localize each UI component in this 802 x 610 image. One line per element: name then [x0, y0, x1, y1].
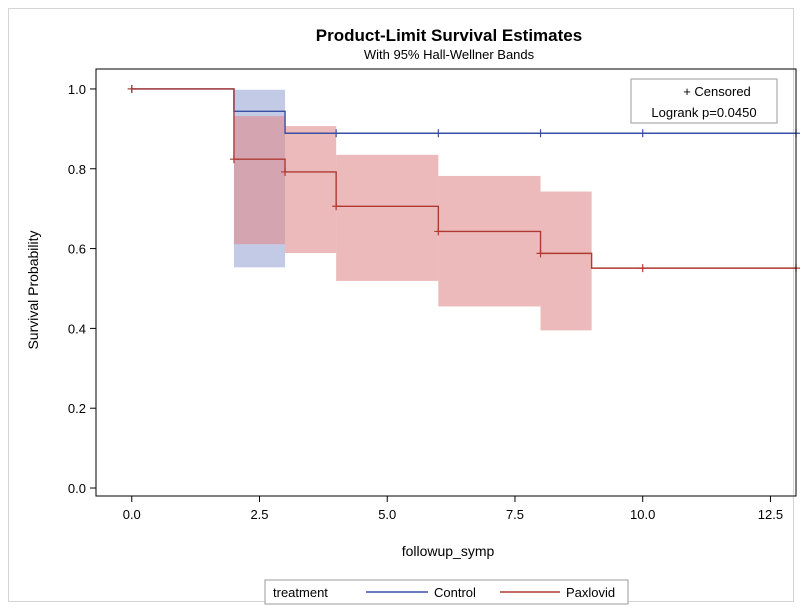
legend-label-control: Control [434, 585, 476, 600]
y-axis: 0.0 0.2 0.4 0.6 0.8 1.0 [68, 82, 96, 496]
censor-mark-paxlovid [638, 264, 647, 273]
chart-title: Product-Limit Survival Estimates [316, 26, 582, 45]
inset-box: + Censored Logrank p=0.0450 [630, 78, 778, 124]
x-axis-label: followup_symp [402, 543, 495, 559]
band-paxlovid [336, 154, 439, 281]
censor-mark-paxlovid [332, 202, 341, 211]
x-tick-label: 10.0 [630, 507, 655, 522]
legend: treatment Control Paxlovid [264, 579, 629, 605]
censor-mark-control [332, 129, 341, 138]
x-axis: 0.0 2.5 5.0 7.5 10.0 12.5 [123, 496, 783, 522]
y-axis-label: Survival Probability [25, 230, 41, 349]
curve-paxlovid [131, 88, 796, 269]
survival-curves [131, 88, 796, 269]
censor-mark-paxlovid [536, 249, 545, 258]
band-paxlovid [438, 175, 541, 307]
censored-note: + Censored [683, 84, 751, 99]
band-paxlovid [233, 116, 286, 245]
censor-mark-paxlovid [281, 167, 290, 176]
y-tick-label: 1.0 [68, 82, 86, 97]
band-paxlovid [540, 191, 592, 331]
x-tick-label: 0.0 [123, 507, 141, 522]
censor-mark-paxlovid [434, 227, 443, 236]
x-tick-label: 12.5 [758, 507, 783, 522]
inset-border [630, 78, 778, 124]
band-paxlovid [285, 126, 337, 253]
legend-label-paxlovid: Paxlovid [566, 585, 615, 600]
plot-area-border [95, 68, 797, 497]
censor-mark-control [638, 129, 647, 138]
legend-border [264, 579, 629, 605]
censor-mark-paxlovid [229, 155, 238, 164]
legend-title: treatment [273, 585, 328, 600]
x-tick-label: 2.5 [250, 507, 268, 522]
y-tick-label: 0.4 [68, 321, 86, 336]
chart-subtitle: With 95% Hall-Wellner Bands [364, 47, 535, 62]
x-tick-label: 5.0 [378, 507, 396, 522]
y-tick-label: 0.2 [68, 401, 86, 416]
y-tick-label: 0.8 [68, 162, 86, 177]
logrank-note: Logrank p=0.0450 [651, 105, 756, 120]
censor-mark-paxlovid [127, 84, 136, 93]
censor-mark-control [434, 129, 443, 138]
censor-mark-control [536, 129, 545, 138]
x-tick-label: 7.5 [506, 507, 524, 522]
y-tick-label: 0.6 [68, 242, 86, 257]
confidence-bands [233, 89, 592, 331]
y-tick-label: 0.0 [68, 481, 86, 496]
